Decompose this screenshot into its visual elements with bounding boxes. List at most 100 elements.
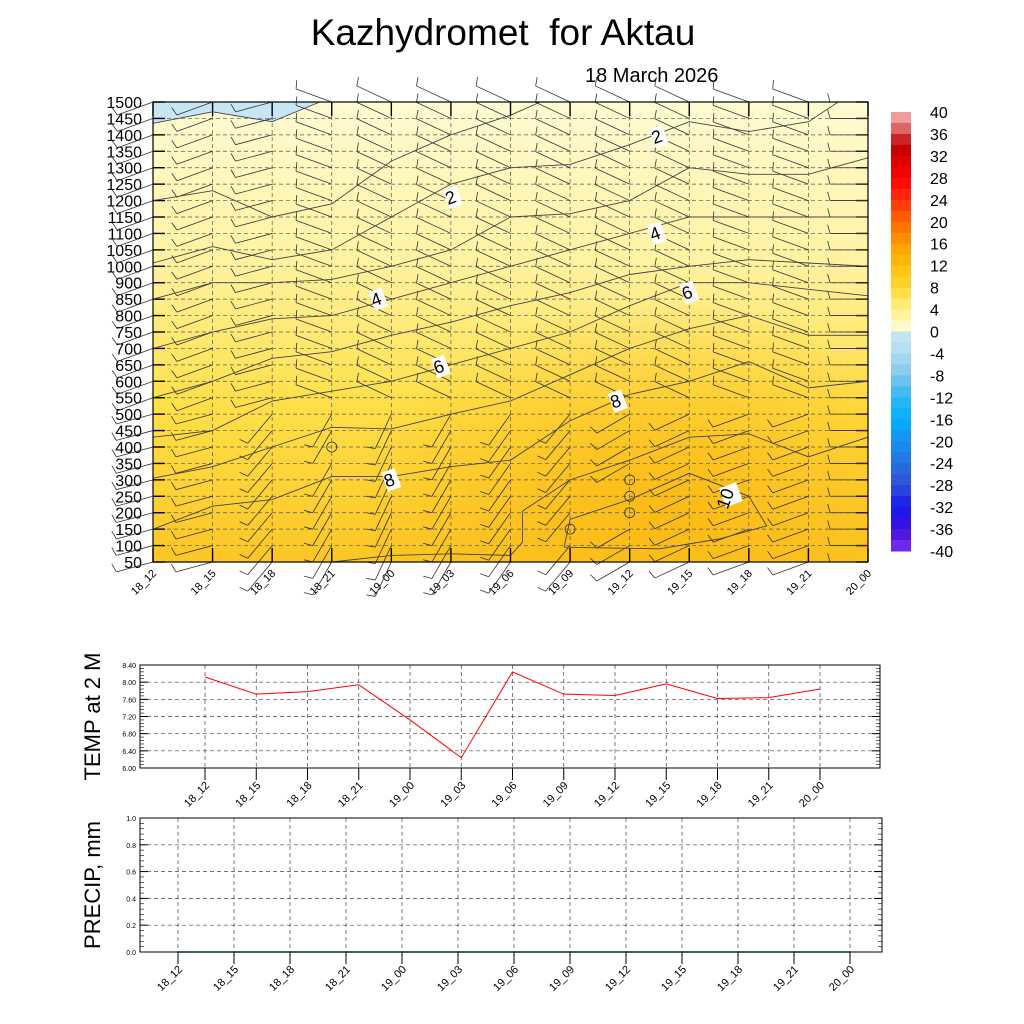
wind-barb-shaft xyxy=(235,216,273,228)
wind-barb xyxy=(356,372,392,399)
wind-barb-feather xyxy=(712,178,715,188)
wind-barb-feather xyxy=(366,528,376,532)
wind-barb xyxy=(295,359,332,382)
colorbar-label: 28 xyxy=(930,171,948,188)
colorbar-box xyxy=(891,485,911,497)
colorbar-box xyxy=(891,144,911,157)
wind-barb xyxy=(772,277,809,300)
wind-barb-shaft xyxy=(712,220,749,234)
y-tick-label: 1.0 xyxy=(126,816,136,823)
wind-barb-feather xyxy=(594,274,598,284)
wind-barb-shaft xyxy=(295,367,332,382)
wind-barb xyxy=(475,208,511,234)
wind-barb-feather xyxy=(111,189,118,198)
wind-barb-shaft xyxy=(175,479,213,491)
wind-barb xyxy=(594,126,630,152)
wind-barb xyxy=(772,244,809,267)
wind-barb-shaft xyxy=(416,266,452,284)
wind-barb-shaft xyxy=(772,545,809,559)
colorbar-label: 40 xyxy=(930,105,948,122)
wind-barb-feather xyxy=(475,290,479,300)
wind-barb-shaft xyxy=(175,446,213,458)
wind-barb-shaft xyxy=(247,479,273,510)
x-tick-label: 18_21 xyxy=(336,780,366,810)
wind-barb xyxy=(356,77,392,103)
wind-barb-feather xyxy=(295,293,298,303)
wind-barb-shaft xyxy=(176,167,213,182)
wind-barb xyxy=(239,545,273,576)
wind-barb xyxy=(537,479,571,510)
wind-barb xyxy=(171,167,213,182)
wind-barb-shaft xyxy=(117,183,154,198)
wind-barb-shaft xyxy=(235,364,273,376)
wind-barb-feather xyxy=(707,534,714,543)
wind-barb-shaft xyxy=(772,105,809,119)
wind-barb-shaft xyxy=(488,446,511,479)
wind-barb xyxy=(230,150,273,162)
wind-barb-shaft xyxy=(116,545,154,556)
wind-barb-shaft xyxy=(175,561,213,573)
wind-barb-feather xyxy=(772,260,774,270)
wind-barb-shaft xyxy=(175,413,213,425)
wind-barb-feather xyxy=(239,488,248,493)
y-tick-label: 400 xyxy=(115,440,142,457)
wind-barb xyxy=(171,265,213,280)
wind-barb-feather xyxy=(827,388,831,398)
wind-barb-shaft xyxy=(596,413,630,434)
y-tick-label: 1000 xyxy=(106,259,142,276)
wind-barb-shaft xyxy=(117,364,154,379)
wind-barb-feather xyxy=(648,538,656,546)
wind-barb-shaft xyxy=(356,184,392,201)
wind-barb-shaft xyxy=(712,187,749,201)
wind-barb xyxy=(111,134,154,149)
wind-barb xyxy=(767,446,809,461)
wind-barb-feather xyxy=(475,142,479,152)
y-tick-label: 550 xyxy=(115,391,142,408)
colorbar-box xyxy=(891,452,911,464)
wind-barb-feather xyxy=(537,439,546,444)
y-tick-label: 1350 xyxy=(106,144,142,161)
wind-barb xyxy=(712,227,749,251)
wind-barb xyxy=(171,298,213,313)
wind-barb-shaft xyxy=(356,217,392,234)
colorbar-box xyxy=(891,474,911,486)
wind-barb-feather xyxy=(827,536,831,546)
wind-barb xyxy=(480,545,511,578)
wind-barb xyxy=(475,77,511,103)
calm-wind-circle xyxy=(624,507,636,519)
wind-barb xyxy=(535,126,571,152)
wind-barb-feather xyxy=(772,195,774,205)
x-tick-label: 19_06 xyxy=(490,780,520,810)
wind-barb-feather xyxy=(416,77,419,87)
wind-barb xyxy=(171,315,213,329)
wind-barb xyxy=(171,512,213,523)
wind-barb xyxy=(171,430,213,441)
wind-barb-shaft xyxy=(654,430,690,447)
wind-barb-shaft xyxy=(595,299,630,316)
colorbar-label: -28 xyxy=(930,478,953,495)
y-tick-label: 7.20 xyxy=(122,715,136,722)
wind-barb-shaft xyxy=(712,367,749,382)
wind-barb-shaft xyxy=(772,236,809,251)
wind-barb-shaft xyxy=(176,331,213,346)
temperature-contour-10 xyxy=(563,472,768,550)
wind-barb xyxy=(295,195,332,218)
wind-barb-shaft xyxy=(416,200,452,218)
wind-barb-shaft xyxy=(356,85,392,103)
wind-barb-shaft xyxy=(416,217,452,234)
wind-barb-feather xyxy=(230,120,236,129)
wind-barb-shaft xyxy=(295,285,332,300)
wind-barb-shaft xyxy=(712,351,749,366)
wind-barb xyxy=(295,96,332,119)
wind-barb-shaft xyxy=(247,545,273,575)
wind-barb-shaft xyxy=(654,217,690,234)
wind-barb-shaft xyxy=(295,252,332,267)
wind-barb-shaft xyxy=(431,463,452,497)
wind-barb-feather xyxy=(295,211,298,221)
wind-barb-shaft xyxy=(712,430,749,444)
y-tick-label: 1450 xyxy=(106,111,142,128)
wind-barb-feather xyxy=(767,419,774,428)
wind-barb-shaft xyxy=(595,102,630,119)
wind-barb-feather xyxy=(239,554,248,559)
wind-barb-feather xyxy=(356,241,359,251)
